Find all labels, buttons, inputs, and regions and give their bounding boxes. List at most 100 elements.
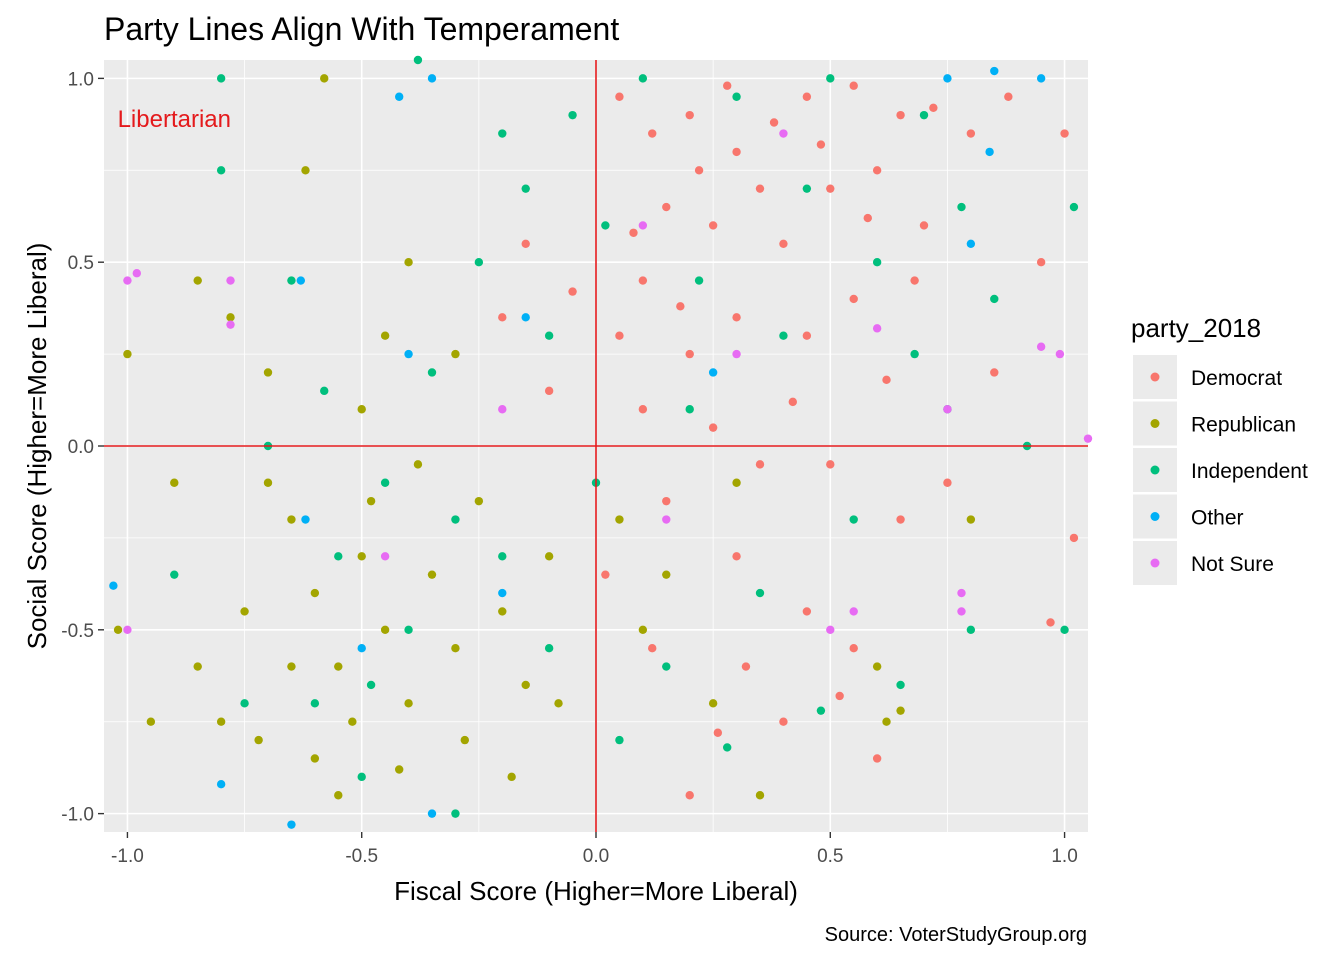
data-point-republican [310, 754, 320, 763]
data-point-republican [755, 791, 765, 800]
data-point-republican [451, 643, 460, 653]
data-point-republican [170, 478, 179, 487]
data-point-democrat [685, 791, 694, 800]
data-points [109, 55, 1093, 829]
data-point-independent [310, 699, 320, 708]
legend-label: Republican [1191, 414, 1296, 437]
data-point-democrat [732, 147, 741, 157]
data-point-democrat [713, 728, 723, 737]
data-point-other [357, 643, 366, 653]
data-point-democrat [648, 643, 657, 653]
data-point-democrat [615, 92, 624, 101]
data-point-independent [638, 74, 648, 83]
data-point-democrat [929, 103, 938, 112]
data-point-democrat [849, 643, 858, 653]
y-tick-label: 1.0 [68, 69, 94, 90]
data-point-democrat [1036, 257, 1046, 267]
data-point-not-sure [872, 324, 882, 333]
data-point-democrat [849, 294, 858, 304]
data-point-republican [146, 717, 156, 726]
data-point-democrat [943, 478, 952, 487]
data-point-not-sure [123, 625, 132, 635]
data-point-republican [427, 570, 437, 579]
data-point-republican [544, 552, 554, 561]
data-point-independent [474, 257, 484, 267]
data-point-other [427, 809, 437, 818]
data-point-republican [193, 276, 202, 285]
data-point-other [990, 66, 999, 76]
data-point-independent [802, 184, 812, 193]
data-point-democrat [732, 552, 741, 561]
data-point-democrat [872, 754, 882, 763]
data-point-other [498, 588, 507, 598]
data-point-independent [685, 405, 694, 414]
data-point-other [301, 515, 310, 524]
data-point-not-sure [957, 588, 966, 598]
data-point-democrat [568, 287, 577, 296]
data-point-republican [732, 478, 741, 487]
data-point-republican [357, 552, 366, 561]
data-point-independent [287, 276, 296, 285]
data-point-independent [615, 735, 624, 745]
data-point-republican [896, 706, 905, 715]
data-point-democrat [723, 81, 732, 90]
data-point-independent [732, 92, 741, 101]
data-point-independent [498, 552, 507, 561]
data-point-republican [334, 662, 343, 671]
data-point-republican [615, 515, 624, 524]
data-point-independent [662, 662, 671, 671]
data-point-other [296, 276, 305, 285]
data-point-republican [357, 405, 366, 414]
data-point-independent [816, 706, 826, 715]
data-point-independent [216, 166, 226, 175]
data-point-independent [990, 294, 999, 304]
data-point-independent [334, 552, 343, 561]
data-point-democrat [638, 405, 648, 414]
data-point-independent [779, 331, 788, 340]
data-point-democrat [648, 129, 657, 138]
data-point-democrat [835, 691, 844, 701]
data-point-democrat [966, 129, 976, 138]
data-point-independent [755, 588, 765, 598]
data-point-independent [849, 515, 858, 524]
data-point-other [521, 313, 530, 322]
x-tick-label: 0.0 [583, 846, 609, 867]
data-point-democrat [872, 166, 882, 175]
data-point-democrat [685, 110, 694, 120]
data-point-democrat [769, 118, 779, 127]
data-point-democrat [882, 375, 891, 385]
data-point-independent [826, 74, 835, 83]
data-point-democrat [802, 607, 812, 616]
data-point-not-sure [779, 129, 788, 138]
legend-marker [1150, 558, 1160, 568]
data-point-democrat [662, 496, 671, 506]
data-point-democrat [741, 662, 751, 671]
data-point-republican [348, 717, 357, 726]
data-point-democrat [685, 349, 694, 359]
data-point-not-sure [732, 349, 741, 359]
data-point-other [395, 92, 404, 101]
caption: Source: VoterStudyGroup.org [825, 924, 1087, 946]
data-point-independent [498, 129, 507, 138]
data-point-other [1036, 74, 1046, 83]
data-point-democrat [629, 228, 638, 237]
legend-title: party_2018 [1131, 313, 1261, 343]
data-point-democrat [1060, 129, 1069, 138]
data-point-republican [662, 570, 671, 579]
data-point-democrat [755, 184, 765, 193]
data-point-not-sure [132, 269, 141, 278]
data-point-democrat [849, 81, 858, 90]
data-point-democrat [896, 110, 905, 120]
data-point-not-sure [123, 276, 132, 285]
data-point-other [708, 368, 718, 377]
data-point-republican [301, 166, 310, 175]
data-point-democrat [826, 460, 835, 469]
data-point-independent [380, 478, 390, 487]
data-point-republican [366, 496, 376, 506]
data-point-independent [957, 202, 966, 212]
data-point-republican [395, 765, 404, 774]
data-point-independent [451, 515, 460, 524]
x-tick-label: 0.5 [817, 846, 843, 867]
data-point-republican [498, 607, 507, 616]
